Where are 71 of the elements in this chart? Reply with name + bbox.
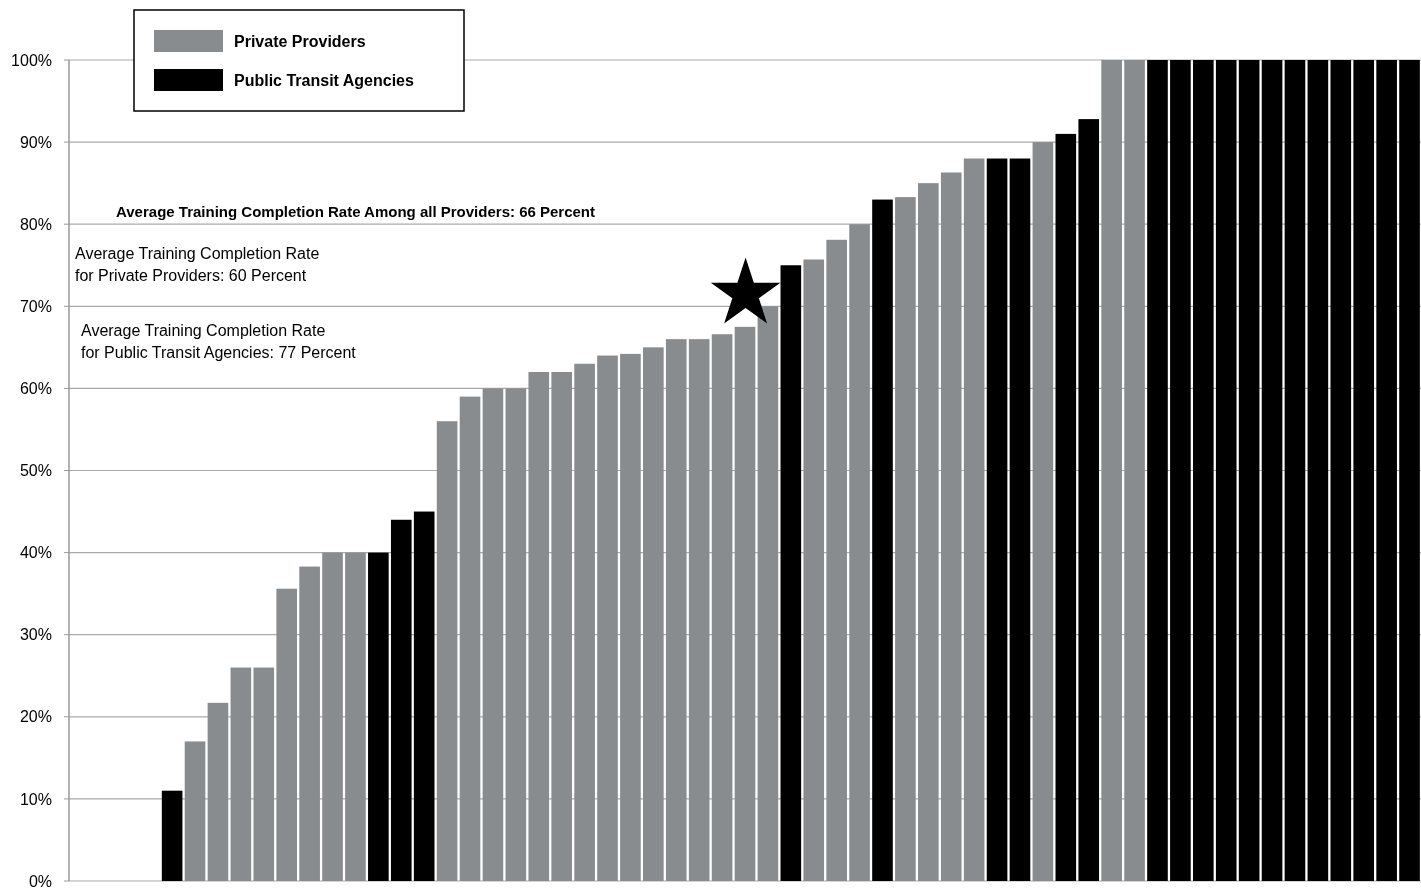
annotation: Average Training Completion Rate Among all Providers: 66 Percent: [116, 203, 596, 220]
bar: [986, 158, 1008, 881]
bar: [1238, 60, 1260, 881]
y-tick-label: 70%: [19, 297, 52, 315]
bar: [1284, 60, 1306, 881]
bar: [620, 353, 641, 881]
bar: [597, 355, 618, 881]
annotation: Average Training Completion Rate for Public Transit Agencies: 77 Percent: [81, 322, 357, 361]
bar: [528, 371, 550, 881]
bar: [413, 511, 435, 881]
bar: [574, 363, 595, 881]
bar: [803, 259, 825, 881]
bar: [1261, 60, 1283, 881]
bar: [1330, 60, 1352, 881]
bar: [1215, 60, 1237, 881]
bar: [368, 552, 389, 881]
bar: [734, 326, 756, 881]
bar: [1124, 60, 1145, 881]
bar: [780, 265, 802, 881]
bar: [161, 790, 183, 881]
bar: [276, 588, 298, 881]
y-tick-label: 20%: [19, 708, 52, 726]
bar: [895, 197, 916, 881]
y-tick-label: 90%: [19, 133, 52, 151]
bar: [207, 702, 229, 881]
bar: [459, 396, 481, 881]
bar: [1147, 60, 1168, 881]
bar: [1009, 158, 1031, 881]
y-tick-label: 40%: [19, 544, 52, 562]
bar: [1055, 133, 1077, 881]
y-tick-label: 100%: [11, 51, 52, 69]
bar: [253, 667, 275, 881]
legend-label: Private Providers: [234, 32, 366, 50]
bar: [1170, 60, 1191, 881]
bar: [940, 172, 962, 881]
bar: [872, 199, 893, 881]
bar: [1032, 142, 1054, 881]
y-tick-label: 50%: [19, 462, 52, 480]
bar: [322, 552, 343, 881]
bar: [1192, 60, 1214, 881]
bar: [918, 183, 939, 881]
annotation: Average Training Completion Rate for Private Providers: 60 Percent: [75, 245, 320, 284]
bar: [1399, 60, 1420, 881]
bar: [711, 334, 733, 881]
bar: [1078, 119, 1100, 881]
bar: [826, 239, 847, 881]
bar: [436, 421, 458, 881]
bar: [482, 388, 504, 881]
y-tick-label: 60%: [19, 380, 52, 397]
bar: [230, 667, 252, 881]
bar: [665, 339, 687, 881]
bar: [299, 566, 320, 881]
bar: [345, 552, 366, 881]
bar: [1353, 60, 1375, 881]
bar: [390, 519, 412, 881]
y-tick-label: 30%: [19, 626, 52, 644]
bar: [849, 224, 870, 881]
bar: [963, 158, 985, 881]
y-tick-label: 80%: [19, 215, 52, 233]
bar: [643, 347, 664, 881]
bar: [757, 306, 779, 881]
bar: [1376, 60, 1397, 881]
bar: [551, 371, 572, 881]
bar: [688, 339, 710, 881]
legend-label: Public Transit Agencies: [234, 71, 415, 89]
bar: [505, 388, 527, 881]
y-tick-label: 0%: [28, 872, 52, 888]
bar: [1307, 60, 1329, 881]
bar: [184, 741, 206, 881]
bar: [1101, 60, 1122, 881]
y-tick-label: 10%: [19, 790, 52, 808]
